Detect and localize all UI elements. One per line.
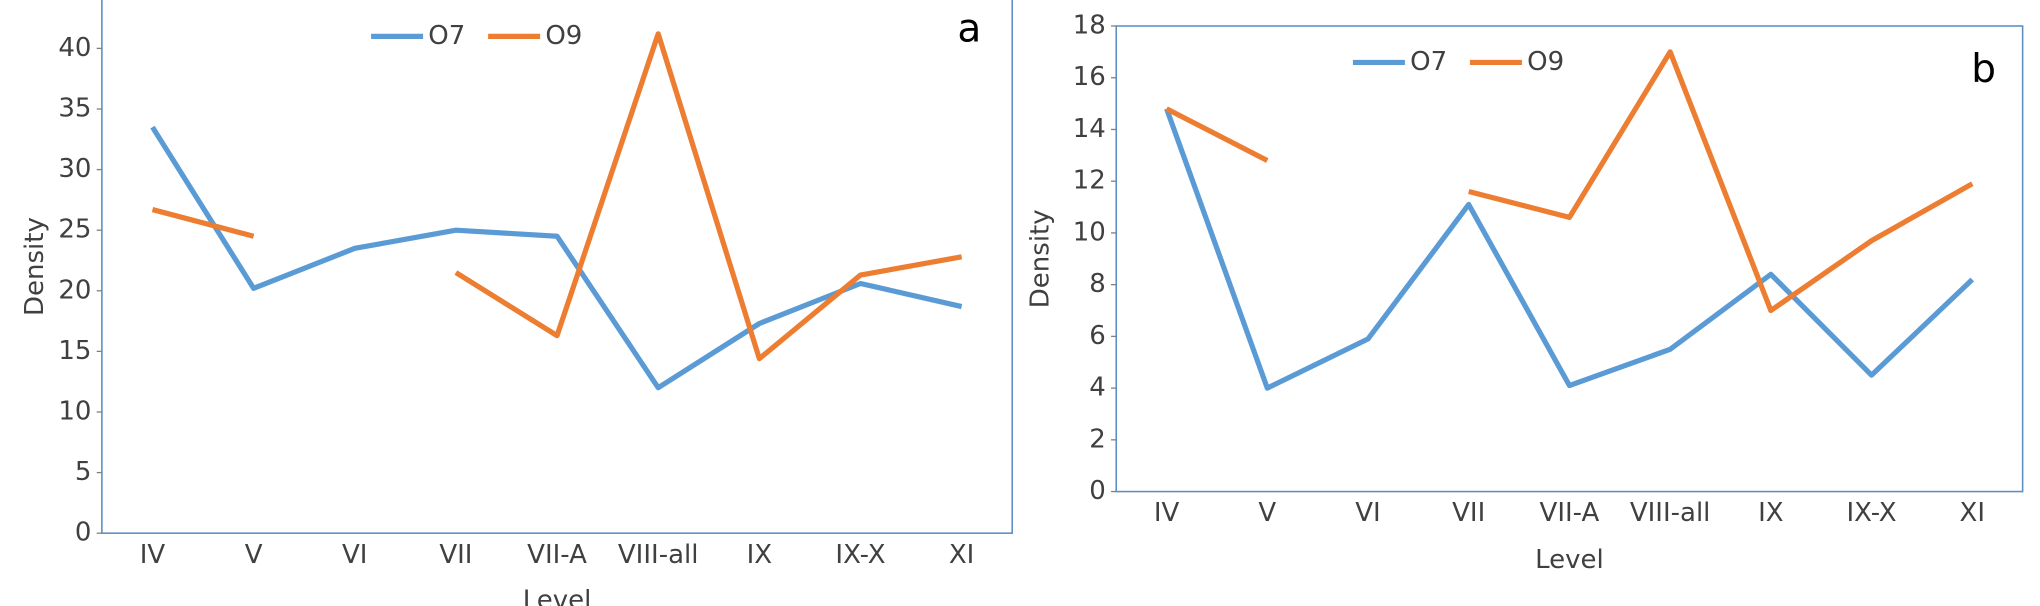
x-tick-label: VI: [342, 540, 367, 570]
y-tick-label: 15: [58, 336, 91, 366]
y-tick-label: 40: [58, 33, 91, 63]
y-tick-label: 6: [1089, 321, 1106, 351]
legend-label: O7: [428, 21, 465, 51]
x-axis-title: Level: [523, 585, 592, 606]
y-tick-label: 16: [1073, 62, 1106, 92]
y-tick-label: 10: [58, 396, 91, 426]
x-tick-label: IV: [1154, 498, 1180, 528]
legend-label: O9: [1527, 47, 1564, 77]
x-tick-label: IX-X: [1847, 498, 1897, 528]
series-line: [151, 207, 255, 239]
y-tick-label: 8: [1089, 269, 1106, 299]
y-tick-label: 35: [58, 93, 91, 123]
series-line: [1164, 107, 1975, 391]
plot-frame: [101, 0, 1013, 534]
y-tick-label: 5: [75, 457, 92, 487]
x-tick-label: VII: [1452, 498, 1485, 528]
panel-label: a: [957, 7, 981, 52]
y-tick-label: 18: [1073, 11, 1106, 41]
x-tick-label: IX: [747, 540, 772, 570]
x-tick-label: VI: [1355, 498, 1380, 528]
x-tick-label: VIII-all: [1630, 498, 1711, 528]
legend-label: O9: [545, 21, 582, 51]
y-tick-label: 10: [1073, 217, 1106, 247]
x-tick-label: V: [1258, 498, 1276, 528]
y-tick-label: 14: [1073, 114, 1106, 144]
y-tick-label: 4: [1089, 373, 1106, 403]
x-tick-label: IX: [1758, 498, 1783, 528]
legend-label: O7: [1410, 47, 1447, 77]
x-tick-label: VIII-all: [618, 540, 699, 570]
y-tick-label: 2: [1089, 424, 1106, 454]
plot-frame: [1115, 25, 2024, 493]
panel-label: b: [1971, 47, 1996, 92]
x-tick-label: VII-A: [527, 540, 587, 570]
y-tick-label: 30: [58, 154, 91, 184]
series-line: [150, 125, 963, 391]
y-tick-label: 20: [58, 275, 91, 305]
x-axis-title: Level: [1535, 545, 1604, 575]
x-tick-label: XI: [1960, 498, 1985, 528]
y-axis-title: Density: [20, 217, 50, 316]
x-tick-label: IV: [140, 540, 166, 570]
x-tick-label: VII-A: [1540, 498, 1600, 528]
y-tick-label: 25: [58, 215, 91, 245]
y-axis-title: Density: [1025, 209, 1055, 308]
series-line: [1468, 49, 1974, 314]
series-line: [454, 31, 963, 362]
series-line: [1165, 106, 1269, 163]
y-tick-label: 0: [1089, 476, 1106, 506]
x-tick-label: XI: [949, 540, 974, 570]
x-tick-label: IX-X: [835, 540, 885, 570]
x-tick-label: V: [245, 540, 263, 570]
y-tick-label: 0: [75, 518, 92, 548]
y-tick-label: 12: [1073, 166, 1106, 196]
x-tick-label: VII: [439, 540, 472, 570]
